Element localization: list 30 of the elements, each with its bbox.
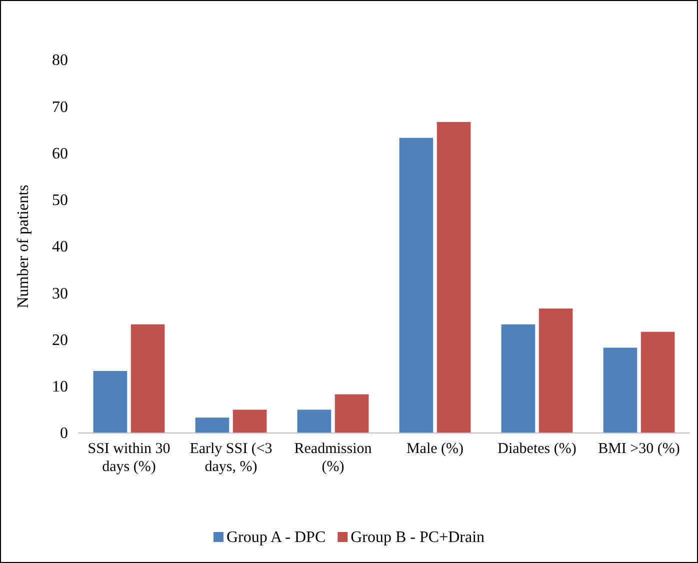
- x-tick-label: Early SSI (<3 days, %): [190, 441, 272, 475]
- bar: [501, 324, 536, 433]
- legend-label: Group B - PC+Drain: [350, 529, 485, 546]
- bar: [93, 370, 128, 433]
- x-tick-label: BMI >30 (%): [598, 441, 680, 457]
- bar: [640, 332, 675, 433]
- legend-label: Group A - DPC: [226, 529, 326, 546]
- bar: [130, 324, 165, 433]
- x-tick-label: Diabetes (%): [498, 441, 576, 457]
- bar: [538, 308, 573, 433]
- y-tick-label: 80: [52, 52, 68, 70]
- x-tick-label: Male (%): [406, 441, 464, 457]
- y-tick-label: 30: [52, 285, 68, 302]
- bar: [399, 138, 434, 433]
- y-tick-label: 40: [52, 238, 68, 256]
- y-tick-label: 50: [52, 192, 68, 209]
- y-tick-label: 0: [60, 425, 68, 442]
- bar: [195, 418, 230, 433]
- y-tick-label: 20: [52, 332, 68, 349]
- bar: [603, 348, 638, 433]
- bar: [297, 410, 332, 433]
- x-tick-label: Readmission (%): [294, 441, 372, 475]
- y-tick-label: 10: [52, 378, 68, 396]
- bar: [232, 410, 267, 433]
- bar: [436, 122, 471, 433]
- bar: [334, 394, 369, 433]
- y-tick-label: 70: [52, 98, 68, 116]
- x-tick-label: SSI within 30 days (%): [88, 441, 170, 475]
- y-axis-title: Number of patients: [15, 184, 32, 308]
- y-tick-label: 60: [52, 145, 68, 162]
